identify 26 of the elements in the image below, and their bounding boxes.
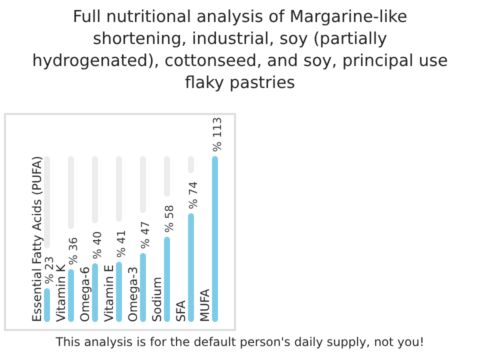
bar [92, 263, 98, 322]
x-tick-label: Vitamin E [102, 264, 116, 322]
data-label: % 23 [43, 256, 56, 284]
data-label: % 58 [163, 204, 176, 233]
data-label: % 74 [187, 181, 200, 210]
bar [140, 252, 146, 322]
x-tick-label: SFA [174, 300, 188, 322]
data-label: % 36 [67, 237, 80, 266]
x-tick-label: Essential Fatty Acids (PUFA) [30, 156, 44, 322]
x-tick-label: MUFA [198, 288, 212, 322]
chart-title: Full nutritional analysis of Margarine-like shortening, industrial, soy (partially hydrogenated), cottonseed, and soy, principal use flaky pastries [32, 7, 448, 92]
text: This analysis is for the default person's daily supply, not you! [54, 335, 424, 349]
bar [164, 236, 170, 322]
bar [68, 269, 74, 322]
data-label: % 47 [139, 221, 152, 249]
x-tick-label: Vitamin K [54, 263, 68, 322]
data-label: % 40 [91, 231, 104, 260]
x-tick-label: Sodium [150, 276, 164, 322]
bar [44, 288, 50, 322]
bar [212, 156, 218, 322]
x-tick-label: Omega-6 [78, 266, 92, 322]
x-tick-label: Omega-3 [126, 266, 140, 322]
data-label: % 113 [211, 117, 224, 152]
bar [188, 213, 194, 322]
data-label: % 41 [115, 230, 128, 258]
bar [116, 262, 122, 322]
